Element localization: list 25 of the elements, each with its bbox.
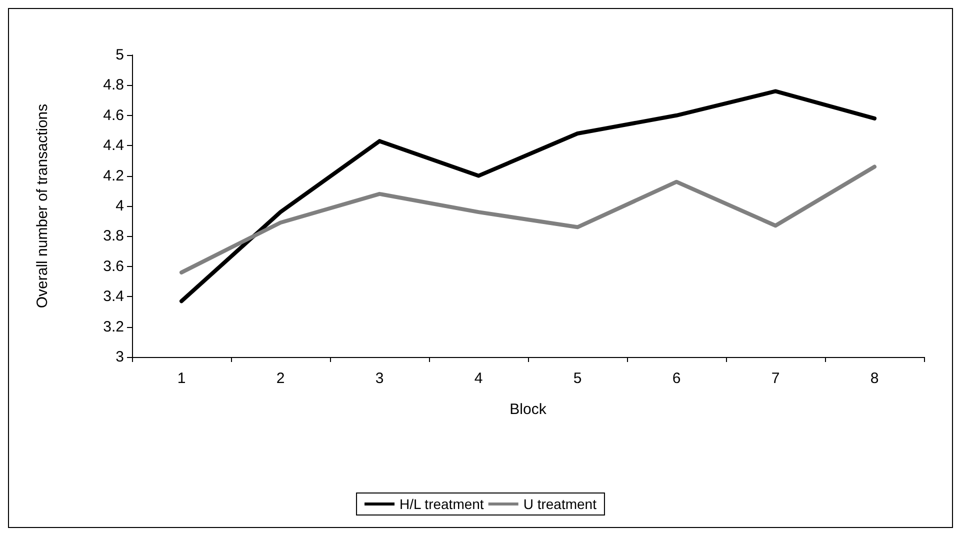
y-tick-label: 5 bbox=[116, 46, 124, 64]
y-tick-label: 3.8 bbox=[103, 228, 124, 245]
line-series bbox=[180, 89, 876, 304]
x-tick-label: 3 bbox=[375, 370, 384, 387]
y-axis-title: Overall number of transactions bbox=[34, 104, 51, 308]
y-tick-label: 4.6 bbox=[103, 106, 124, 124]
x-tick-label: 7 bbox=[771, 370, 780, 387]
y-tick-label: 4 bbox=[116, 198, 124, 214]
y-tick-label: 3 bbox=[116, 348, 124, 366]
y-tick-label: 4.4 bbox=[103, 137, 124, 154]
legend-label: U treatment bbox=[523, 496, 597, 512]
x-tick-label: 4 bbox=[474, 370, 483, 387]
y-tick-label: 3.6 bbox=[103, 258, 124, 275]
y-tick-label: 4.8 bbox=[103, 76, 124, 94]
legend-label: H/L treatment bbox=[400, 496, 484, 512]
x-tick-label: 1 bbox=[177, 370, 186, 387]
x-axis-title: Block bbox=[510, 401, 547, 418]
y-tick-label: 3.2 bbox=[103, 318, 124, 336]
y-tick-label: 3.4 bbox=[103, 288, 124, 306]
x-tick-label: 6 bbox=[672, 370, 681, 387]
x-tick-label: 8 bbox=[870, 370, 879, 387]
x-tick-label: 5 bbox=[573, 370, 582, 387]
x-tick-label: 2 bbox=[276, 370, 285, 387]
y-tick-label: 4.2 bbox=[103, 167, 124, 184]
line-series bbox=[180, 164, 876, 274]
